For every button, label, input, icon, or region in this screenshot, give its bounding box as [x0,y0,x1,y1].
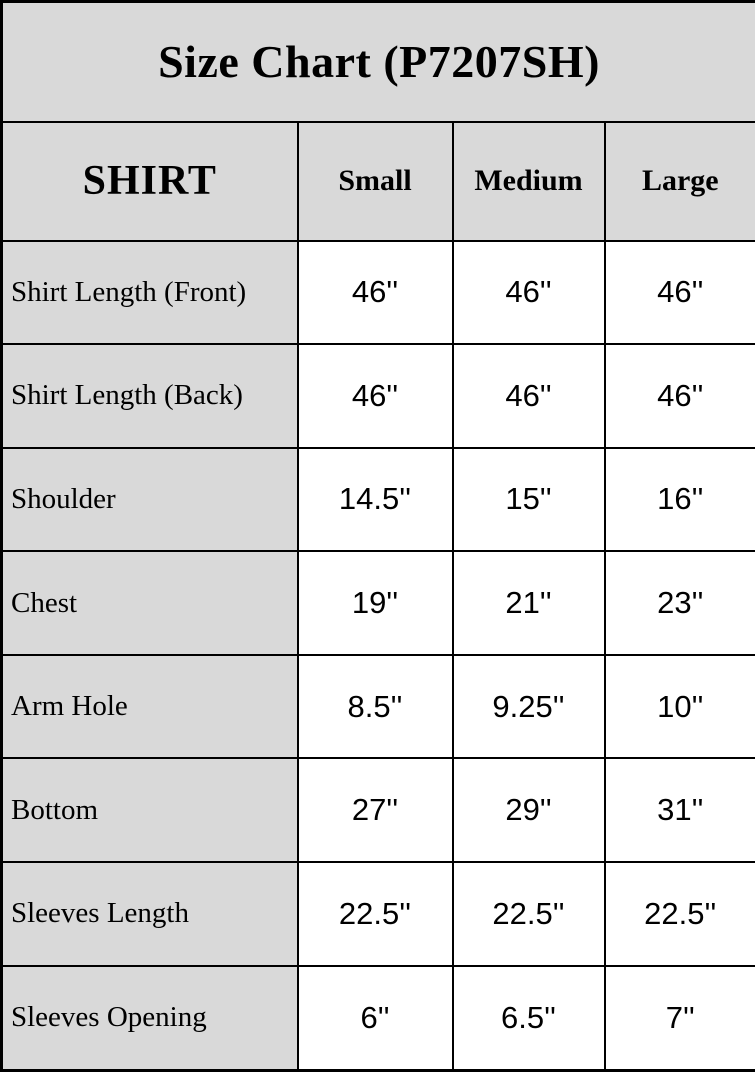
table-row-shirt-length-back: Shirt Length (Back) 46'' 46'' 46'' [0,343,755,449]
row-label: Shirt Length (Back) [0,343,299,449]
column-header-medium: Medium [451,120,606,242]
row-label: Shirt Length (Front) [0,239,299,346]
cell-value-large: 7'' [603,964,755,1072]
cell-value-small: 22.5'' [296,860,454,967]
cell-value-large: 46'' [603,343,755,449]
row-label: Chest [0,550,299,656]
chart-title: Size Chart (P7207SH) [0,0,755,123]
cell-value-medium: 21'' [451,550,606,656]
table-row-sleeves-length: Sleeves Length 22.5'' 22.5'' 22.5'' [0,860,755,967]
header-row: SHIRT Small Medium Large [0,120,755,242]
table-row-arm-hole: Arm Hole 8.5'' 9.25'' 10'' [0,653,755,760]
table-row-shirt-length-front: Shirt Length (Front) 46'' 46'' 46'' [0,239,755,346]
cell-value-small: 46'' [296,239,454,346]
row-label: Bottom [0,757,299,863]
row-label: Sleeves Length [0,860,299,967]
table-row-shoulder: Shoulder 14.5'' 15'' 16'' [0,446,755,553]
cell-value-medium: 22.5'' [451,860,606,967]
cell-value-medium: 46'' [451,343,606,449]
cell-value-small: 19'' [296,550,454,656]
cell-value-small: 46'' [296,343,454,449]
cell-value-small: 8.5'' [296,653,454,760]
cell-value-medium: 15'' [451,446,606,553]
cell-value-medium: 9.25'' [451,653,606,760]
cell-value-large: 16'' [603,446,755,553]
column-header-small: Small [296,120,454,242]
cell-value-large: 22.5'' [603,860,755,967]
cell-value-medium: 46'' [451,239,606,346]
column-header-shirt: SHIRT [0,120,299,242]
table-row-bottom: Bottom 27'' 29'' 31'' [0,757,755,863]
row-label: Shoulder [0,446,299,553]
cell-value-medium: 29'' [451,757,606,863]
cell-value-large: 46'' [603,239,755,346]
row-label: Sleeves Opening [0,964,299,1072]
cell-value-small: 27'' [296,757,454,863]
row-label: Arm Hole [0,653,299,760]
title-row: Size Chart (P7207SH) [0,0,755,123]
cell-value-large: 10'' [603,653,755,760]
cell-value-large: 31'' [603,757,755,863]
cell-value-small: 6'' [296,964,454,1072]
table-row-chest: Chest 19'' 21'' 23'' [0,550,755,656]
cell-value-large: 23'' [603,550,755,656]
column-header-large: Large [603,120,755,242]
cell-value-small: 14.5'' [296,446,454,553]
table-row-sleeves-opening: Sleeves Opening 6'' 6.5'' 7'' [0,964,755,1072]
cell-value-medium: 6.5'' [451,964,606,1072]
